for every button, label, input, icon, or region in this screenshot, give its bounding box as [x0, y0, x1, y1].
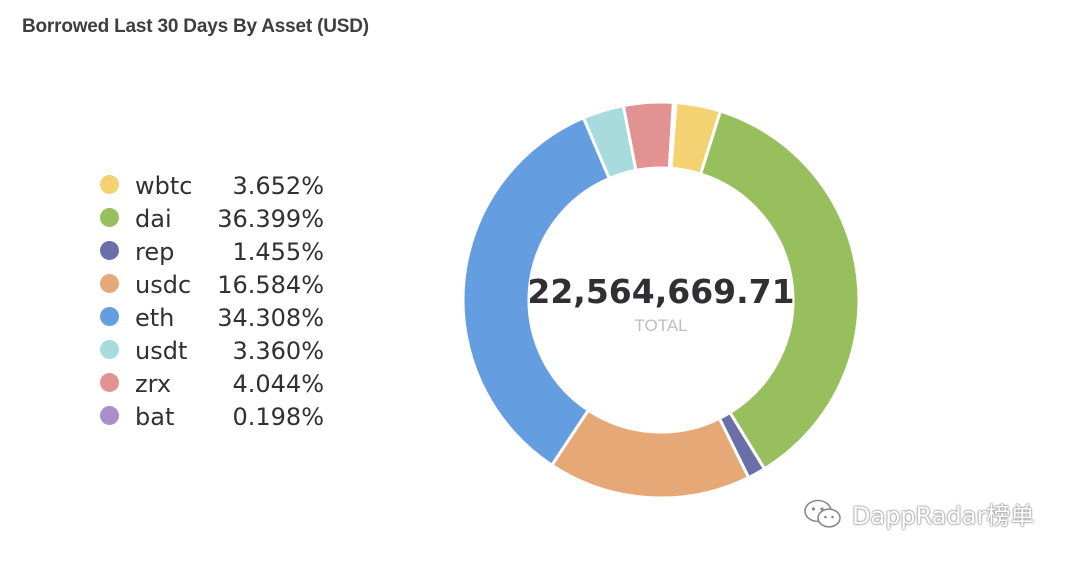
watermark-text: DappRadar榜单 — [852, 502, 1035, 530]
legend-label-rep: rep — [135, 238, 175, 266]
legend-swatch-usdc — [100, 273, 119, 293]
legend-label-usdc: usdc — [135, 271, 192, 299]
legend-label-dai: dai — [135, 205, 172, 233]
legend-label-usdt: usdt — [135, 337, 188, 365]
legend-value-zrx: 4.044% — [232, 370, 324, 398]
legend-value-usdc: 16.584% — [217, 271, 324, 299]
legend-swatch-rep — [100, 240, 119, 260]
legend-label-wbtc: wbtc — [135, 172, 193, 200]
legend-value-dai: 36.399% — [217, 205, 324, 233]
total-value: 22,564,669.71 — [527, 272, 794, 311]
total-label: TOTAL — [634, 316, 687, 335]
slice-bat[interactable] — [667, 100, 678, 170]
chart-legend: wbtc 3.652% dai 36.399% rep 1.455% usdc 16.584%… — [100, 172, 324, 432]
legend-value-rep: 1.455% — [232, 238, 324, 266]
legend-value-bat: 0.198% — [232, 403, 324, 431]
legend-label-bat: bat — [135, 403, 175, 431]
legend-value-wbtc: 3.652% — [232, 172, 324, 200]
slice-usdc[interactable] — [549, 408, 751, 498]
legend-swatch-bat — [100, 405, 119, 425]
legend-value-usdt: 3.360% — [232, 337, 324, 365]
legend-swatch-dai — [100, 207, 119, 227]
slice-eth[interactable] — [461, 115, 612, 468]
slice-dai[interactable] — [698, 109, 861, 471]
wechat-icon — [804, 499, 841, 528]
legend-swatch-usdt — [100, 339, 119, 359]
legend-swatch-wbtc — [100, 174, 119, 194]
watermark: DappRadar榜单 — [802, 496, 1034, 531]
legend-label-zrx: zrx — [135, 370, 172, 398]
chart-title: Borrowed Last 30 Days By Asset (USD) — [22, 16, 369, 37]
legend-value-eth: 34.308% — [217, 304, 324, 332]
legend-swatch-eth — [100, 306, 119, 326]
legend-label-eth: eth — [135, 304, 175, 332]
legend-swatch-zrx — [100, 372, 119, 392]
donut-chart: 22,564,669.71 TOTAL — [461, 100, 861, 498]
